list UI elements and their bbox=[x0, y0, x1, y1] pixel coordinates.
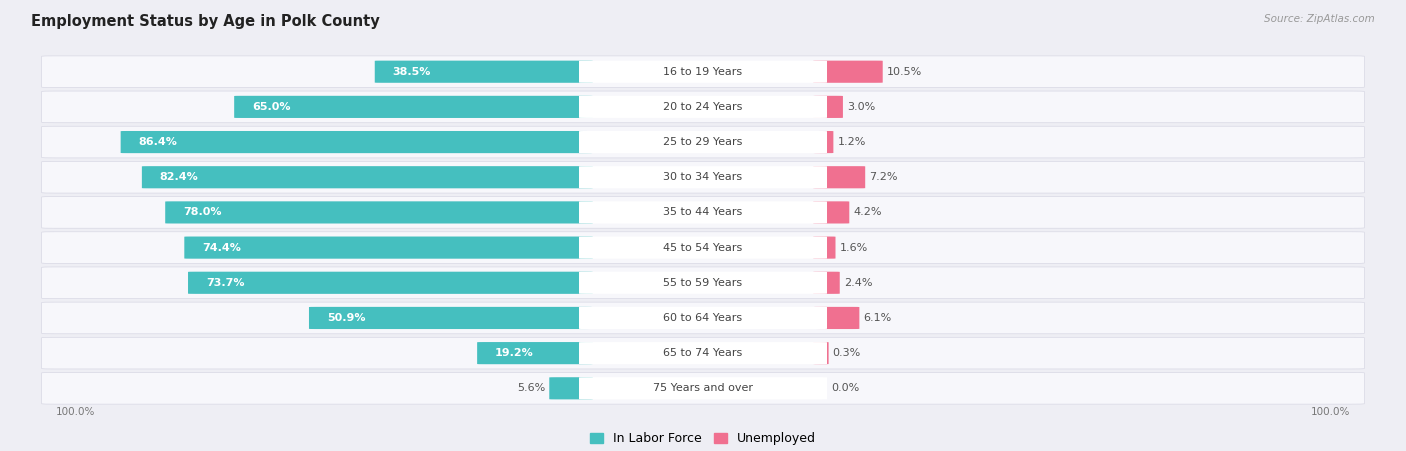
FancyBboxPatch shape bbox=[579, 96, 827, 118]
FancyBboxPatch shape bbox=[579, 60, 827, 83]
FancyBboxPatch shape bbox=[550, 377, 593, 400]
FancyBboxPatch shape bbox=[579, 166, 827, 189]
FancyBboxPatch shape bbox=[121, 131, 593, 153]
Text: 65.0%: 65.0% bbox=[252, 102, 291, 112]
FancyBboxPatch shape bbox=[166, 201, 593, 224]
Text: 100.0%: 100.0% bbox=[1312, 407, 1351, 417]
Text: 3.0%: 3.0% bbox=[846, 102, 876, 112]
FancyBboxPatch shape bbox=[579, 236, 827, 259]
Legend: In Labor Force, Unemployed: In Labor Force, Unemployed bbox=[591, 433, 815, 446]
Text: 25 to 29 Years: 25 to 29 Years bbox=[664, 137, 742, 147]
FancyBboxPatch shape bbox=[42, 126, 1364, 158]
FancyBboxPatch shape bbox=[42, 373, 1364, 404]
FancyBboxPatch shape bbox=[579, 377, 827, 400]
FancyBboxPatch shape bbox=[579, 131, 827, 153]
Text: 74.4%: 74.4% bbox=[202, 243, 240, 253]
FancyBboxPatch shape bbox=[813, 272, 839, 294]
FancyBboxPatch shape bbox=[42, 302, 1364, 334]
Text: 5.6%: 5.6% bbox=[517, 383, 546, 393]
Text: Employment Status by Age in Polk County: Employment Status by Age in Polk County bbox=[31, 14, 380, 28]
FancyBboxPatch shape bbox=[813, 307, 859, 329]
FancyBboxPatch shape bbox=[813, 131, 834, 153]
Text: 1.2%: 1.2% bbox=[838, 137, 866, 147]
FancyBboxPatch shape bbox=[235, 96, 593, 118]
FancyBboxPatch shape bbox=[42, 337, 1364, 369]
Text: 10.5%: 10.5% bbox=[887, 67, 922, 77]
FancyBboxPatch shape bbox=[579, 201, 827, 224]
FancyBboxPatch shape bbox=[42, 232, 1364, 263]
Text: 20 to 24 Years: 20 to 24 Years bbox=[664, 102, 742, 112]
Text: 100.0%: 100.0% bbox=[55, 407, 94, 417]
Text: 16 to 19 Years: 16 to 19 Years bbox=[664, 67, 742, 77]
Text: 38.5%: 38.5% bbox=[392, 67, 432, 77]
FancyBboxPatch shape bbox=[42, 267, 1364, 299]
Text: 0.3%: 0.3% bbox=[832, 348, 860, 358]
Text: 19.2%: 19.2% bbox=[495, 348, 534, 358]
Text: 1.6%: 1.6% bbox=[839, 243, 868, 253]
FancyBboxPatch shape bbox=[579, 272, 827, 294]
FancyBboxPatch shape bbox=[309, 307, 593, 329]
Text: 30 to 34 Years: 30 to 34 Years bbox=[664, 172, 742, 182]
Text: 35 to 44 Years: 35 to 44 Years bbox=[664, 207, 742, 217]
Text: 0.0%: 0.0% bbox=[831, 383, 859, 393]
FancyBboxPatch shape bbox=[184, 236, 593, 259]
Text: 50.9%: 50.9% bbox=[326, 313, 366, 323]
Text: 55 to 59 Years: 55 to 59 Years bbox=[664, 278, 742, 288]
Text: 6.1%: 6.1% bbox=[863, 313, 891, 323]
Text: 2.4%: 2.4% bbox=[844, 278, 872, 288]
FancyBboxPatch shape bbox=[42, 91, 1364, 123]
FancyBboxPatch shape bbox=[375, 60, 593, 83]
Text: 60 to 64 Years: 60 to 64 Years bbox=[664, 313, 742, 323]
FancyBboxPatch shape bbox=[579, 342, 827, 364]
FancyBboxPatch shape bbox=[142, 166, 593, 189]
Text: 86.4%: 86.4% bbox=[139, 137, 177, 147]
FancyBboxPatch shape bbox=[813, 60, 883, 83]
FancyBboxPatch shape bbox=[813, 236, 835, 259]
FancyBboxPatch shape bbox=[813, 342, 828, 364]
FancyBboxPatch shape bbox=[477, 342, 593, 364]
FancyBboxPatch shape bbox=[813, 96, 844, 118]
Text: 7.2%: 7.2% bbox=[869, 172, 898, 182]
FancyBboxPatch shape bbox=[813, 201, 849, 224]
Text: 82.4%: 82.4% bbox=[160, 172, 198, 182]
Text: 73.7%: 73.7% bbox=[205, 278, 245, 288]
FancyBboxPatch shape bbox=[42, 161, 1364, 193]
FancyBboxPatch shape bbox=[42, 56, 1364, 87]
Text: 65 to 74 Years: 65 to 74 Years bbox=[664, 348, 742, 358]
Text: Source: ZipAtlas.com: Source: ZipAtlas.com bbox=[1264, 14, 1375, 23]
FancyBboxPatch shape bbox=[813, 166, 865, 189]
FancyBboxPatch shape bbox=[42, 197, 1364, 228]
Text: 45 to 54 Years: 45 to 54 Years bbox=[664, 243, 742, 253]
FancyBboxPatch shape bbox=[188, 272, 593, 294]
Text: 78.0%: 78.0% bbox=[183, 207, 222, 217]
Text: 75 Years and over: 75 Years and over bbox=[652, 383, 754, 393]
FancyBboxPatch shape bbox=[579, 307, 827, 329]
Text: 4.2%: 4.2% bbox=[853, 207, 882, 217]
